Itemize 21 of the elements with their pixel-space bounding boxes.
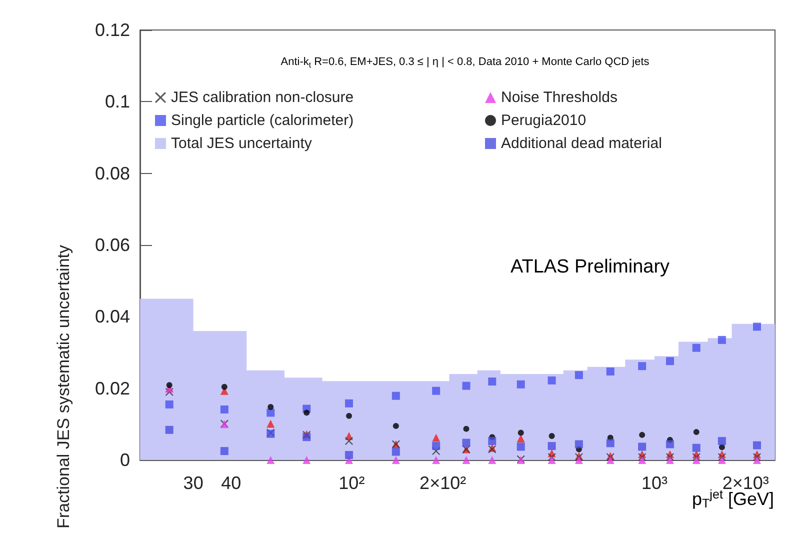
legend-label: Single particle (calorimeter) <box>171 112 354 129</box>
x-tick-label: 2×10² <box>420 473 466 493</box>
y-tick-label: 0.12 <box>94 20 130 40</box>
legend-label: JES calibration non-closure <box>171 89 354 106</box>
x-tick-label: 40 <box>221 473 242 493</box>
y-tick-label: 0.1 <box>104 92 130 112</box>
y-axis-title: Fractional JES systematic uncertainty <box>54 244 73 528</box>
x-tick-label: 10³ <box>641 473 668 493</box>
y-tick-label: 0.06 <box>94 235 130 255</box>
x-tick-label: 30 <box>183 473 204 493</box>
y-tick-label: 0 <box>120 450 130 470</box>
annotation: ATLAS Preliminary <box>510 256 670 278</box>
legend-label: Noise Thresholds <box>501 89 618 106</box>
legend-label: Perugia2010 <box>501 112 586 129</box>
legend-label: Additional dead material <box>501 135 662 152</box>
x-tick-label: 10² <box>338 473 365 493</box>
y-tick-label: 0.08 <box>94 163 130 184</box>
y-tick-label: 0.04 <box>94 306 130 327</box>
legend-label: Total JES uncertainty <box>171 135 312 152</box>
x-tick-label: 2×10³ <box>722 473 769 493</box>
y-tick-label: 0.02 <box>94 378 130 398</box>
